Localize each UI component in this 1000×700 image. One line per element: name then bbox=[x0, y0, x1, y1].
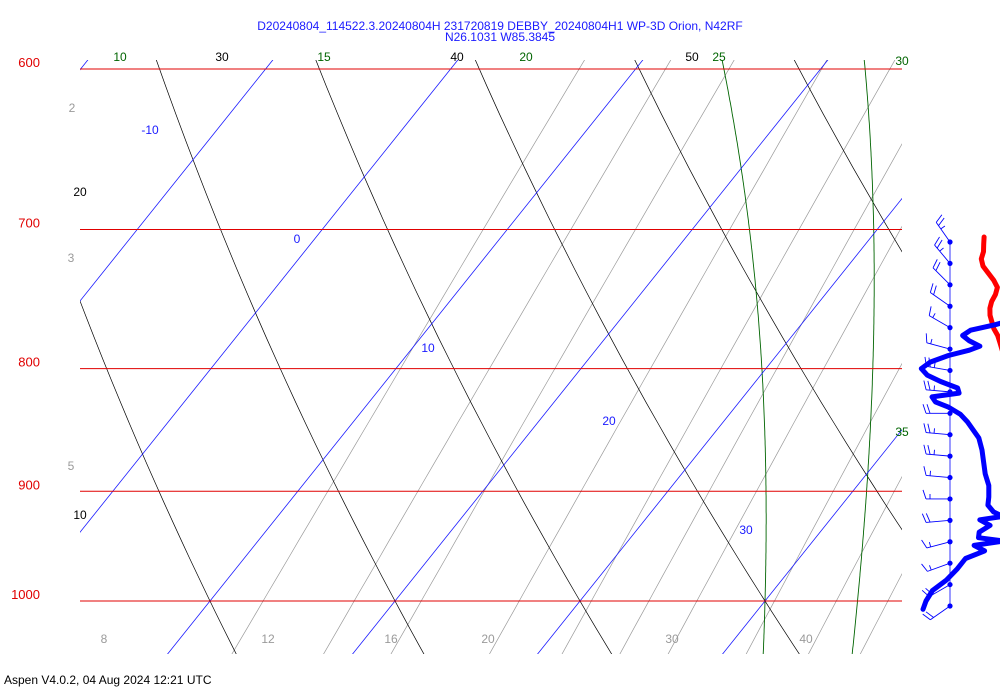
moist-adiabat-label: 30 bbox=[895, 54, 909, 68]
pressure-label: 600 bbox=[18, 55, 40, 70]
theta-label: 50 bbox=[685, 50, 699, 64]
mixing-ratio-label: 20 bbox=[73, 185, 87, 199]
wind-barb bbox=[923, 466, 953, 481]
temperature-profile-line bbox=[978, 234, 1000, 352]
isotherm-line bbox=[537, 197, 902, 654]
wind-barb bbox=[925, 333, 953, 352]
mixing-ratio-lines bbox=[231, 60, 902, 654]
wind-barb bbox=[923, 423, 953, 438]
mixing-ratio-line bbox=[859, 573, 902, 654]
moist-adiabat-line bbox=[851, 60, 875, 654]
mixing-ratio-line bbox=[808, 475, 902, 654]
isotherm-bottom-label: 16 bbox=[384, 632, 398, 646]
dry-adiabats bbox=[0, 0, 902, 662]
moist-adiabat-line bbox=[721, 60, 767, 654]
isotherm-bottom-label: 8 bbox=[101, 632, 108, 646]
dry-adiabat-line bbox=[474, 60, 800, 654]
theta-label: 40 bbox=[450, 50, 464, 64]
chart-title: D20240804_114522.3.20240804H 231720819 D… bbox=[257, 19, 743, 33]
isotherm-bottom-label: 40 bbox=[799, 632, 813, 646]
isotherm-bottom-label: 30 bbox=[665, 632, 679, 646]
wind-barb bbox=[923, 380, 953, 395]
dry-adiabat-line bbox=[0, 0, 52, 662]
isobars bbox=[80, 68, 902, 602]
isotherm-line bbox=[0, 0, 15, 681]
isotherm-line bbox=[80, 60, 274, 302]
chart-subtitle-location: N26.1031 W85.3845 bbox=[444, 30, 556, 44]
isotherm-line bbox=[167, 60, 644, 654]
isotherm-bottom-label: 20 bbox=[481, 632, 495, 646]
isotherm-inner-label: 0 bbox=[294, 232, 301, 246]
isotherm-line bbox=[722, 429, 902, 654]
pressure-label: 900 bbox=[18, 477, 40, 492]
wind-barb bbox=[922, 603, 953, 621]
footer-version-text: Aspen V4.0.2, 04 Aug 2024 12:21 UTC bbox=[4, 673, 212, 687]
wind-barb bbox=[932, 259, 953, 288]
wind-barb bbox=[924, 356, 953, 374]
moist-adiabat-label: 10 bbox=[113, 50, 127, 64]
moist-adiabat-label: 20 bbox=[519, 50, 533, 64]
isotherm-line bbox=[80, 60, 459, 533]
mixing-ratio-label: 3 bbox=[68, 251, 75, 265]
sounding-profiles bbox=[918, 234, 1000, 612]
dry-adiabat-line bbox=[793, 60, 902, 253]
isotherm-inner-label: 10 bbox=[421, 341, 435, 355]
dewpoint-profile-line bbox=[918, 320, 1000, 612]
dry-adiabat-line bbox=[155, 60, 425, 654]
mixing-ratio-label: 5 bbox=[68, 459, 75, 473]
isotherm-line bbox=[886, 0, 1000, 681]
wind-barb bbox=[929, 283, 953, 309]
pressure-label: 800 bbox=[18, 355, 40, 370]
moist-adiabat-label: 15 bbox=[317, 50, 331, 64]
dry-adiabat-line bbox=[80, 299, 237, 654]
mixing-ratio-line bbox=[619, 143, 902, 654]
wind-barb bbox=[921, 560, 953, 572]
wind-barb bbox=[921, 581, 953, 597]
mixing-ratio-line bbox=[323, 60, 672, 654]
wind-barb bbox=[923, 444, 953, 459]
dry-adiabat-line bbox=[634, 60, 902, 531]
isotherm-inner-label: 30 bbox=[739, 523, 753, 537]
mixing-ratio-label: 2 bbox=[69, 101, 76, 115]
wind-barb bbox=[928, 306, 953, 331]
pressure-label: 700 bbox=[18, 216, 40, 231]
wind-barb bbox=[934, 236, 953, 267]
mixing-ratio-line bbox=[231, 60, 585, 654]
pressure-label: 1000 bbox=[11, 587, 40, 602]
wind-barb bbox=[921, 513, 953, 523]
isotherm-inner-label: 20 bbox=[602, 414, 616, 428]
isotherms bbox=[0, 0, 1000, 681]
wind-barb bbox=[935, 214, 953, 245]
mixing-ratio-line bbox=[489, 60, 828, 654]
isotherm-bottom-label: 12 bbox=[261, 632, 275, 646]
dry-adiabat-line bbox=[315, 60, 613, 654]
moist-adiabat-label: 35 bbox=[895, 425, 909, 439]
moist-adiabats bbox=[721, 60, 875, 654]
mixing-ratio-line bbox=[745, 362, 902, 654]
mixing-ratio-label: 10 bbox=[73, 508, 87, 522]
wind-barbs bbox=[921, 214, 953, 621]
mixing-ratio-line bbox=[561, 60, 896, 654]
theta-label: 30 bbox=[215, 50, 229, 64]
isotherm-line bbox=[352, 60, 829, 654]
wind-barb bbox=[922, 404, 953, 416]
isotherm-inner-label: -10 bbox=[141, 123, 159, 137]
wind-barb bbox=[922, 489, 953, 502]
moist-adiabat-label: 25 bbox=[712, 50, 726, 64]
wind-barb bbox=[921, 539, 953, 549]
isotherm-line bbox=[80, 60, 89, 71]
mixing-ratio-line bbox=[390, 60, 735, 654]
mixing-ratio-line bbox=[667, 225, 902, 654]
